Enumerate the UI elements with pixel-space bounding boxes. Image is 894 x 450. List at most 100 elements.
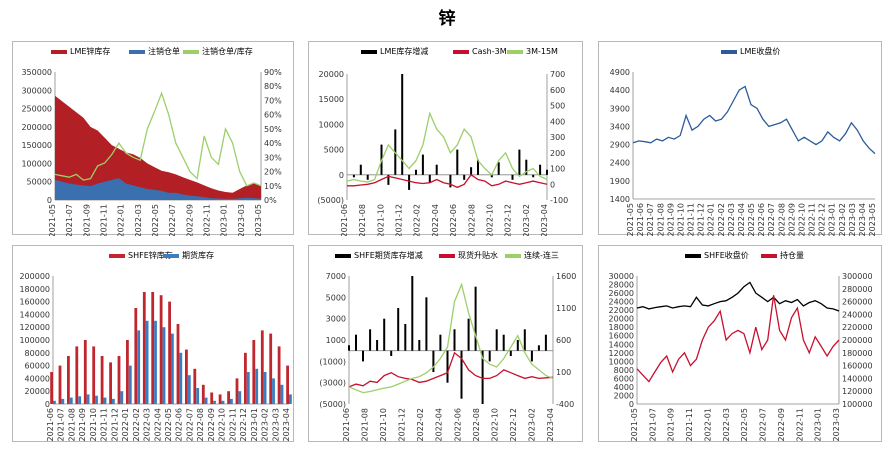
x-tick-label: 2022-07 — [767, 203, 776, 236]
x-tick-label: 2021-12 — [110, 408, 119, 441]
y-tick-label-left: 28000 — [609, 281, 634, 290]
bar-期货库存 — [145, 320, 149, 404]
y-tick-label-left: 60000 — [25, 362, 50, 371]
legend-label: 连续-连三 — [524, 250, 559, 260]
x-tick-label: 2022-01 — [703, 408, 712, 441]
x-tick-label: 2022-11 — [203, 204, 212, 236]
chart-panel-lme-price: 1400 1900 2400 2900 3400 3900 4400 4900 2021-05 2… — [598, 41, 882, 236]
bar-LME库存增减 — [408, 174, 411, 190]
y-tick-label-right: 90% — [264, 68, 282, 77]
y-tick-label-left: 3000 — [326, 315, 346, 324]
bar-SHFE期货库存增减 — [432, 350, 435, 372]
bar-SHFE期货库存增减 — [369, 329, 372, 351]
y-tick-label-right: 260000 — [842, 298, 873, 307]
bar-期货库存 — [272, 378, 275, 404]
x-tick-label: 2021-05 — [630, 408, 639, 441]
x-tick-label: 2021-05 — [48, 204, 57, 236]
x-tick-label: 2023-05 — [868, 203, 877, 236]
y-tick-label-right: 70% — [264, 96, 282, 105]
y-tick-label-right: 200000 — [842, 336, 873, 345]
legend-swatch — [335, 254, 351, 258]
legend-label: SHFE锌库存 — [128, 250, 173, 260]
y-tick-label-right: 120000 — [842, 387, 873, 396]
bar-LME库存增减 — [518, 149, 521, 175]
x-tick-label: 2022-04 — [435, 408, 444, 441]
x-tick-label: 2023-03 — [237, 204, 246, 236]
x-tick-label: 2021-07 — [65, 204, 74, 236]
series-line-现货升贴水 — [348, 351, 554, 388]
bar-SHFE锌库存 — [235, 378, 239, 404]
x-tick-label: 2021-05 — [626, 203, 635, 236]
x-tick-label: 2023-01 — [828, 203, 837, 236]
x-tick-label: 2022-09 — [777, 408, 786, 441]
legend-swatch — [507, 50, 523, 54]
x-tick-label: 2021-06 — [342, 408, 351, 441]
bar-SHFE锌库存 — [277, 346, 281, 404]
y-tick-label-left: 0 — [45, 400, 50, 409]
bar-SHFE期货库存增减 — [530, 350, 533, 362]
y-tick-label-left: 150000 — [21, 141, 52, 150]
x-tick-label: 2022-08 — [472, 408, 481, 441]
x-tick-label: 2021-09 — [666, 203, 675, 236]
y-tick-label-left: 6000 — [614, 374, 634, 383]
x-tick-label: 2023-02 — [261, 408, 270, 441]
x-tick-label: 2021-12 — [398, 408, 407, 441]
bar-期货库存 — [154, 320, 157, 404]
bar-SHFE期货库存增减 — [467, 318, 470, 351]
bar-LME库存增减 — [435, 164, 438, 175]
bar-SHFE锌库存 — [227, 391, 230, 404]
x-tick-label: 2023-02 — [522, 204, 531, 236]
x-tick-label: 2022-10 — [797, 203, 806, 236]
legend-swatch — [505, 254, 521, 258]
x-tick-label: 2022-03 — [143, 408, 152, 441]
y-tick-label-left: 350000 — [21, 68, 52, 77]
x-tick-label: 2023-01 — [220, 204, 229, 236]
x-tick-label: 2022-11 — [228, 408, 237, 441]
y-tick-label-left: 1900 — [610, 177, 630, 186]
bar-期货库存 — [238, 391, 242, 404]
series-line-Cash-3M — [347, 173, 548, 189]
x-tick-label: 2022-10 — [218, 408, 227, 441]
x-tick-label: 2021-07 — [57, 408, 66, 441]
bar-期货库存 — [61, 398, 65, 404]
x-tick-label: 2022-07 — [185, 408, 194, 441]
bar-LME库存增减 — [428, 174, 431, 183]
y-tick-label-left: 2000 — [614, 391, 634, 400]
y-tick-label-left: 4400 — [610, 86, 630, 95]
y-tick-label-left: (1000) — [319, 357, 346, 366]
y-tick-label-left: 24000 — [609, 298, 634, 307]
bar-SHFE锌库存 — [286, 365, 289, 404]
x-tick-label: 2021-10 — [676, 203, 685, 236]
bar-期货库存 — [128, 365, 132, 404]
x-tick-label: 2022-05 — [747, 203, 756, 236]
y-tick-label-right: 50% — [264, 125, 282, 134]
x-tick-label: 2022-01 — [707, 203, 716, 236]
y-tick-label-left: 26000 — [609, 289, 634, 298]
bar-SHFE锌库存 — [269, 333, 273, 404]
legend-label: Cash-3M — [472, 47, 507, 56]
bar-SHFE锌库存 — [126, 340, 129, 404]
y-tick-label-left: (5000) — [317, 196, 344, 205]
y-tick-label-right: 100 — [556, 368, 571, 377]
bar-LME库存增减 — [352, 174, 355, 178]
y-tick-label-right: 140000 — [842, 374, 873, 383]
y-tick-label-left: 2900 — [610, 141, 630, 150]
bar-LME库存增减 — [421, 154, 424, 175]
legend-swatch — [721, 50, 737, 54]
bar-SHFE锌库存 — [193, 368, 197, 404]
y-tick-label-right: 10% — [264, 182, 282, 191]
bar-LME库存增减 — [456, 149, 459, 175]
y-tick-label-left: (5000) — [319, 400, 346, 409]
y-tick-label-right: 100 — [550, 165, 565, 174]
legend-label: 3M-15M — [526, 47, 558, 56]
x-tick-label: 2021-10 — [89, 408, 98, 441]
x-tick-label: 2023-01 — [814, 408, 823, 441]
bar-期货库存 — [112, 398, 115, 404]
x-tick-label: 2021-08 — [358, 204, 367, 236]
y-tick-label-left: 120000 — [19, 323, 50, 332]
x-tick-label: 2021-06 — [636, 203, 645, 236]
bar-SHFE期货库存增减 — [439, 334, 442, 351]
x-tick-label: 2022-03 — [722, 408, 731, 441]
y-tick-label-left: 1000 — [326, 336, 346, 345]
